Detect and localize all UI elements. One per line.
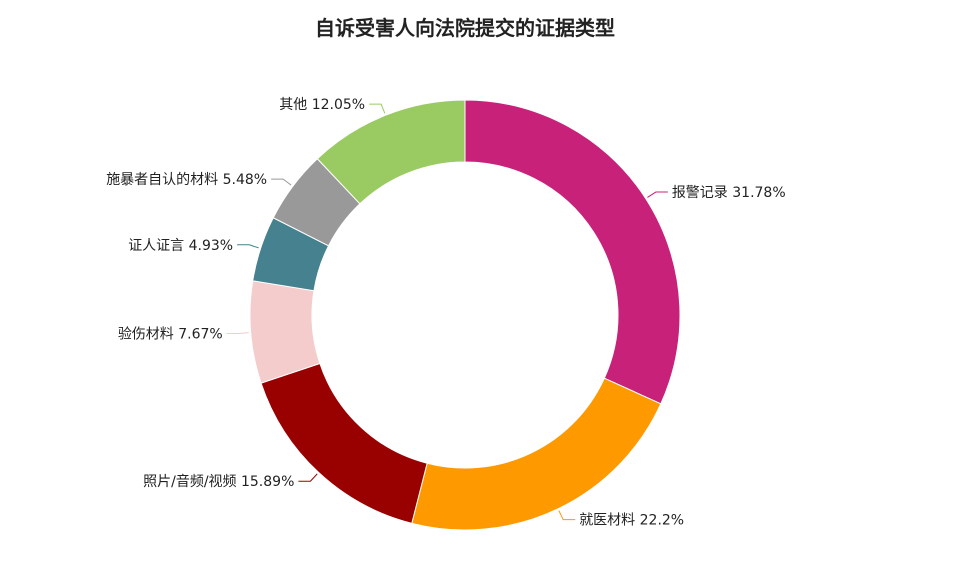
slice-6: [316, 99, 466, 205]
leader-line-4: [237, 244, 259, 249]
slice-label-1: 就医材料 22.2%: [579, 513, 684, 529]
slice-2: [260, 362, 428, 524]
leader-line-6: [369, 103, 386, 114]
slice-label-6: 其他 12.05%: [279, 97, 365, 113]
chart-title: 自诉受害人向法院提交的证据类型: [315, 16, 615, 40]
slice-1: [411, 377, 662, 531]
slice-label-3: 验伤材料 7.67%: [118, 326, 223, 342]
slice-0: [464, 99, 681, 405]
slice-label-4: 证人证言 4.93%: [128, 238, 233, 254]
slice-label-5: 施暴者自认的材料 5.48%: [106, 172, 267, 188]
slice-label-2: 照片/音频/视频 15.89%: [143, 473, 294, 490]
leader-line-3: [226, 332, 249, 334]
leader-line-1: [558, 510, 576, 521]
leader-line-2: [298, 473, 318, 482]
leader-line-0: [647, 191, 668, 198]
leader-line-5: [271, 178, 292, 186]
slice-label-0: 报警记录 31.78%: [672, 185, 786, 201]
